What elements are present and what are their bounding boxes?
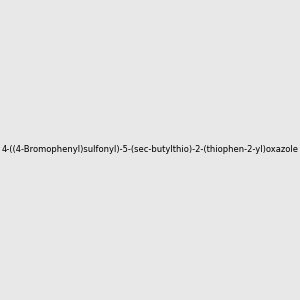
Text: 4-((4-Bromophenyl)sulfonyl)-5-(sec-butylthio)-2-(thiophen-2-yl)oxazole: 4-((4-Bromophenyl)sulfonyl)-5-(sec-butyl… bbox=[2, 146, 298, 154]
